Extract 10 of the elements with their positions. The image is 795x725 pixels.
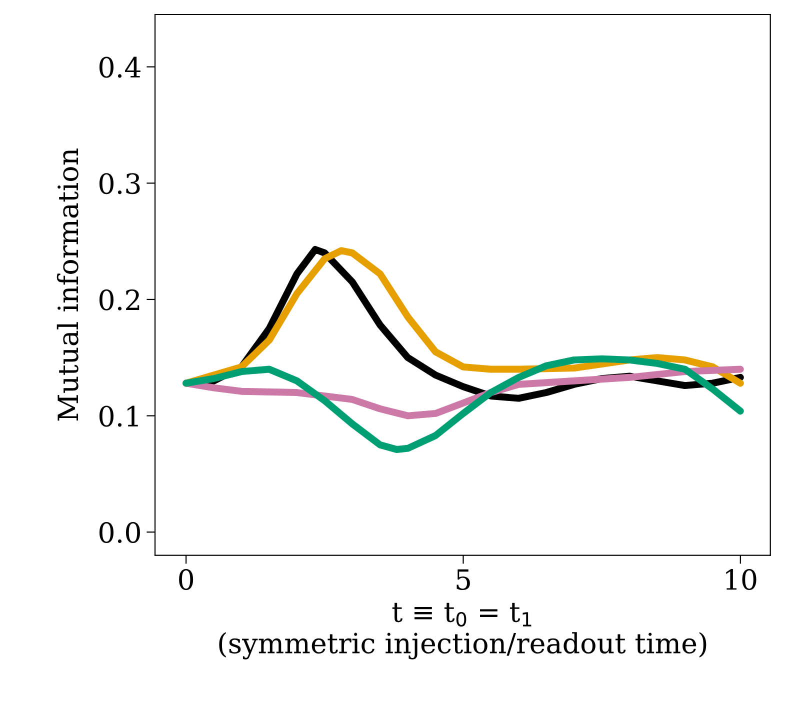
x-tick-label: 0 bbox=[179, 569, 194, 590]
x-tick-label: 5 bbox=[456, 569, 470, 590]
x-axis-title: t ≡ t$_{0}$ = t$_{1}$ (symmetric injection/readout time) bbox=[219, 602, 706, 660]
y-axis-title: Mutual information bbox=[56, 148, 78, 421]
y-tick-label: 0.4 bbox=[99, 56, 140, 78]
y-tick-label: 0.2 bbox=[99, 289, 140, 310]
x-tick-label: 10 bbox=[726, 569, 756, 590]
y-tick-label: 0.0 bbox=[99, 522, 140, 544]
y-tick-label: 0.3 bbox=[99, 173, 140, 194]
y-tick-label: 0.1 bbox=[99, 406, 138, 427]
